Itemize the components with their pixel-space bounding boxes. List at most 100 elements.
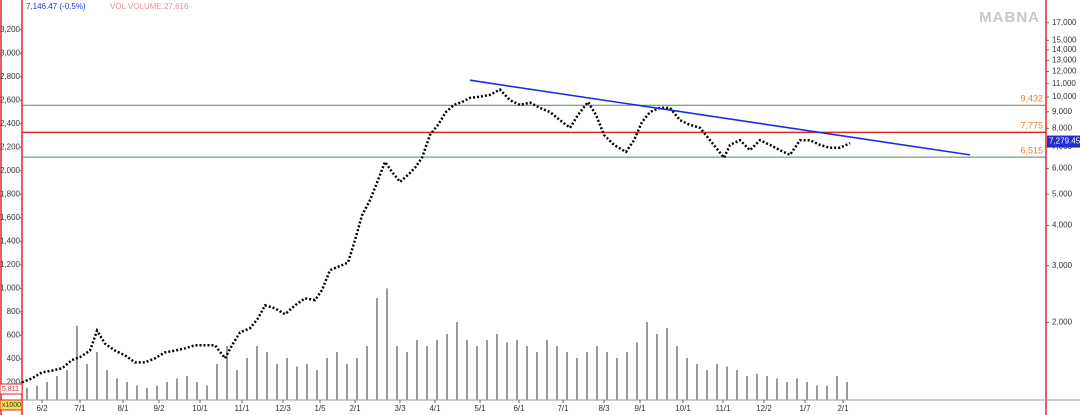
- volume-bar: [636, 342, 638, 400]
- volume-bar: [216, 364, 218, 400]
- y2-tick-label: 13,000: [1052, 55, 1077, 64]
- volume-bar: [766, 376, 768, 400]
- y-tick-label: 200: [7, 377, 21, 386]
- volume-bar: [356, 358, 358, 400]
- volume-bar: [266, 352, 268, 400]
- volume-bar: [826, 385, 828, 400]
- volume-bar: [146, 388, 148, 400]
- volume-bar: [716, 364, 718, 400]
- volume-unit-box: [0, 399, 23, 411]
- x-tick-label: 9/1: [634, 404, 646, 413]
- y-tick-label: 800: [7, 307, 21, 316]
- volume-bar: [326, 358, 328, 400]
- volume-bar: [196, 382, 198, 400]
- volume-bar: [466, 340, 468, 400]
- volume-bar: [606, 352, 608, 400]
- volume-bar: [176, 378, 178, 400]
- x-tick-label: 4/1: [429, 404, 441, 413]
- volume-bar: [236, 370, 238, 400]
- volume-unit: x1000: [2, 402, 21, 409]
- level-label: 9,432: [1020, 94, 1043, 104]
- y2-tick-label: 3,000: [1052, 261, 1073, 270]
- volume-bar: [46, 382, 48, 400]
- volume-bar: [746, 376, 748, 400]
- x-tick-label: 12/2: [756, 404, 772, 413]
- x-tick-label: 6/2: [36, 404, 48, 413]
- x-tick-label: 7/1: [557, 404, 569, 413]
- volume-bar: [246, 358, 248, 400]
- level-label: 7,775: [1020, 121, 1043, 131]
- volume-bar: [476, 346, 478, 400]
- volume-bar: [136, 385, 138, 400]
- volume-bar: [206, 385, 208, 400]
- volume-bar: [306, 364, 308, 400]
- volume-bar: [126, 382, 128, 400]
- volume-bar: [576, 358, 578, 400]
- volume-bar: [256, 346, 258, 400]
- x-tick-label: 6/1: [513, 404, 525, 413]
- y-tick-label: 2,200: [0, 142, 21, 151]
- y2-tick-label: 14,000: [1052, 45, 1077, 54]
- y2-tick-label: 5,000: [1052, 189, 1073, 198]
- y2-tick-label: 17,000: [1052, 18, 1077, 27]
- x-tick-label: 2/1: [349, 404, 361, 413]
- volume-bar: [666, 328, 668, 400]
- volume-bar: [706, 370, 708, 400]
- volume-bar: [346, 364, 348, 400]
- x-tick-label: 10/1: [675, 404, 691, 413]
- volume-bar: [656, 334, 658, 400]
- volume-bar: [496, 334, 498, 400]
- last-price-label: 7,279.45: [1049, 137, 1080, 146]
- volume-bar: [546, 340, 548, 400]
- volume-bar: [736, 370, 738, 400]
- volume-bar: [436, 340, 438, 400]
- y2-tick-label: 9,000: [1052, 107, 1073, 116]
- y-tick-label: 3,000: [0, 48, 21, 57]
- y2-tick-label: 8,000: [1052, 123, 1073, 132]
- x-tick-label: 3/3: [394, 404, 406, 413]
- volume-bar: [786, 382, 788, 400]
- x-tick-label: 5/1: [474, 404, 486, 413]
- volume-bar: [486, 340, 488, 400]
- volume-bar: [186, 376, 188, 400]
- y-tick-label: 1,000: [0, 283, 21, 292]
- x-tick-label: 11/1: [235, 404, 251, 413]
- x-tick-label: 1/5: [314, 404, 326, 413]
- x-tick-label: 1/7: [799, 404, 811, 413]
- volume-bar: [406, 352, 408, 400]
- y2-tick-label: 2,000: [1052, 318, 1073, 327]
- last-volume: 5,811: [2, 386, 19, 393]
- volume-bar: [166, 382, 168, 400]
- y2-tick-label: 6,000: [1052, 164, 1073, 173]
- volume-bar: [416, 340, 418, 400]
- volume-bar: [106, 370, 108, 400]
- volume-bar: [626, 352, 628, 400]
- y-tick-label: 2,800: [0, 72, 21, 81]
- volume-bar: [336, 352, 338, 400]
- x-tick-label: 11/1: [716, 404, 732, 413]
- y2-tick-label: 11,000: [1052, 79, 1076, 88]
- volume-bar: [76, 325, 78, 400]
- y2-tick-label: 4,000: [1052, 221, 1073, 230]
- volume-bar: [586, 352, 588, 400]
- volume-bar: [276, 364, 278, 400]
- trend-line: [469, 79, 971, 156]
- volume-bar: [516, 340, 518, 400]
- volume-bar: [776, 378, 778, 400]
- volume-bar: [226, 346, 228, 400]
- volume-bar: [526, 346, 528, 400]
- y-tick-label: 1,400: [0, 236, 21, 245]
- price-line: [21, 88, 851, 384]
- volume-bar: [376, 298, 378, 400]
- x-tick-label: 9/2: [153, 404, 165, 413]
- x-tick-label: 7/1: [74, 404, 86, 413]
- volume-bar: [296, 366, 298, 400]
- volume-bar: [556, 346, 558, 400]
- y-tick-label: 3,200: [0, 25, 21, 34]
- y-tick-label: 400: [7, 354, 21, 363]
- volume-bar: [96, 352, 98, 400]
- volume-bar: [56, 376, 58, 400]
